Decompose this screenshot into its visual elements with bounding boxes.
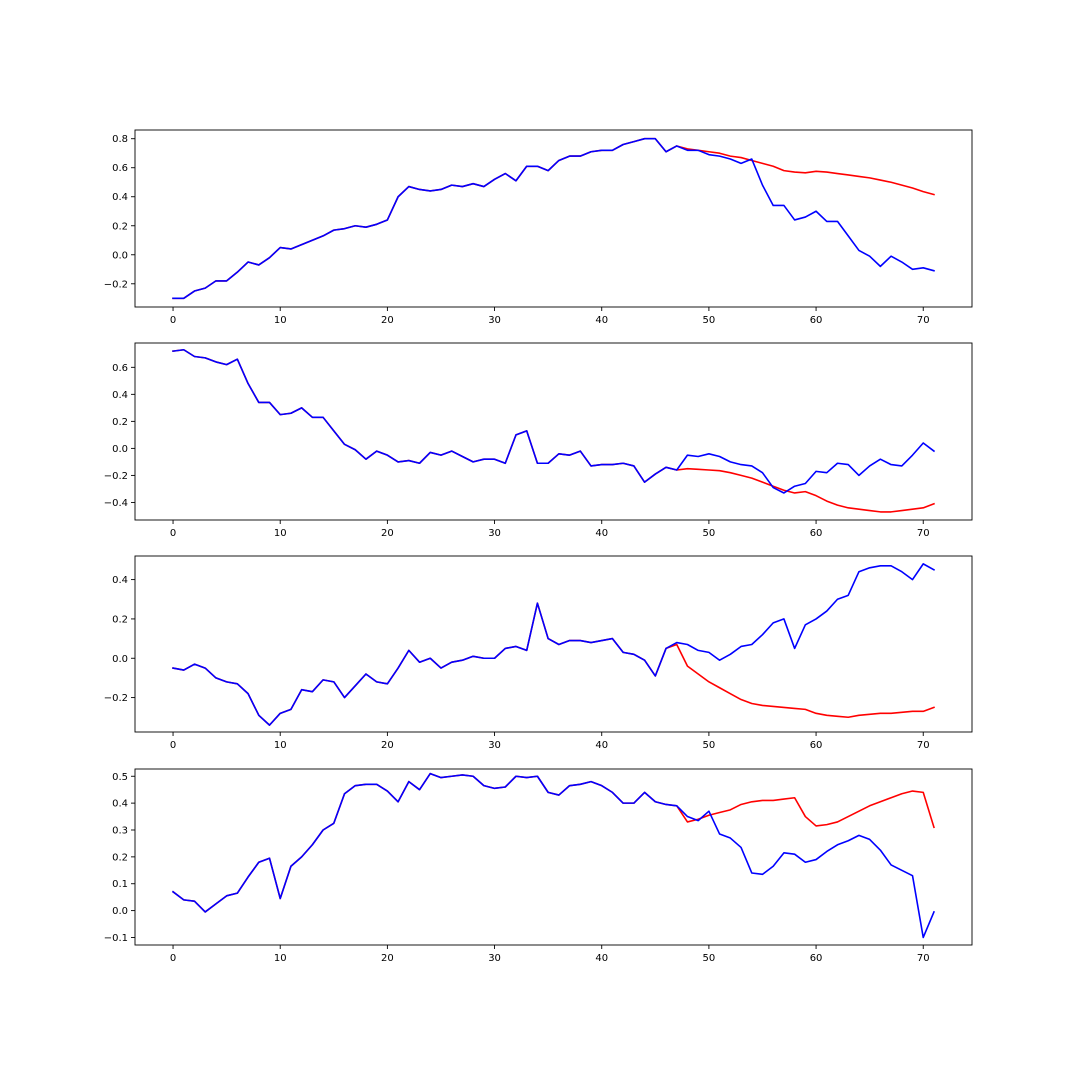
subplot-1-ytick-label: 0.6 (112, 163, 128, 174)
subplot-4-xtick-label: 30 (488, 953, 501, 964)
subplot-2-xtick-label: 10 (274, 528, 287, 539)
subplot-2-xtick-label: 20 (381, 528, 394, 539)
subplot-1-xtick-label: 0 (170, 315, 176, 326)
subplot-4-xtick-label: 70 (917, 953, 930, 964)
subplot-1: 0 10 20 30 40 50 60 70 −0.2 0.0 0.2 0.4 0.6 0.8 (104, 129, 973, 326)
subplot-3-xtick-label: 10 (274, 740, 287, 751)
subplot-1-ytick-label: −0.2 (104, 279, 128, 290)
subplot-1-xtick-label: 40 (595, 315, 608, 326)
subplot-3-series-2-line (172, 563, 936, 726)
subplot-3-ytick-label: 0.4 (112, 575, 128, 586)
subplot-1-xtick-label: 60 (810, 315, 823, 326)
subplot-2-axes-frame (134, 342, 973, 521)
subplot-1-ytick-label: 0.4 (112, 192, 128, 203)
subplot-1-xtick-label: 20 (381, 315, 394, 326)
subplot-3-xtick-label: 40 (595, 740, 608, 751)
subplot-4-ytick-label: 0.0 (112, 906, 128, 917)
subplot-4-series-2-line (171, 772, 935, 939)
subplot-4-ytick-label: 0.1 (112, 879, 128, 890)
subplot-3-xtick-label: 0 (170, 740, 176, 751)
subplot-1-ytick-label: 0.0 (112, 250, 128, 261)
subplot-4: 0 10 20 30 40 50 60 70 −0.1 0.0 0.1 0.2 0.3 0.4 0.5 (104, 768, 973, 964)
subplot-4-xtick-label: 10 (274, 953, 287, 964)
subplot-3-ytick-label: −0.2 (104, 693, 128, 704)
subplot-2-xtick-label: 0 (170, 528, 176, 539)
subplot-3-xtick-label: 50 (703, 740, 716, 751)
subplot-4-ytick-label: 0.5 (112, 772, 128, 783)
subplot-1-xtick-label: 70 (917, 315, 930, 326)
subplot-3-ytick-label: 0.0 (112, 654, 128, 665)
subplot-1-xtick-label: 10 (274, 315, 287, 326)
subplot-2-xtick-label: 30 (488, 528, 501, 539)
subplot-2-xtick-label: 40 (595, 528, 608, 539)
subplot-3-xtick-label: 30 (488, 740, 501, 751)
subplot-1-series-2-line (172, 137, 935, 300)
subplot-1-xtick-label: 30 (488, 315, 501, 326)
subplot-2-ytick-label: 0.6 (112, 363, 128, 374)
subplot-1-axes-frame (134, 129, 973, 308)
subplot-4-xtick-label: 40 (595, 953, 608, 964)
subplot-2-ytick-label: 0.2 (112, 417, 128, 428)
subplot-2-xtick-label: 50 (703, 528, 716, 539)
subplot-2-ytick-label: 0.0 (112, 444, 128, 455)
subplot-4-xtick-label: 20 (381, 953, 394, 964)
subplot-2: 0 10 20 30 40 50 60 70 −0.4 −0.2 0.0 0.2 0.4 0.6 (104, 342, 973, 539)
subplot-3-ytick-label: 0.2 (112, 614, 128, 625)
subplot-2-ytick-label: −0.4 (104, 498, 128, 509)
subplot-4-xtick-label: 50 (703, 953, 716, 964)
subplot-3-xtick-label: 60 (810, 740, 823, 751)
subplot-1-ytick-label: 0.8 (112, 134, 128, 145)
subplot-4-ytick-label: −0.1 (104, 933, 128, 944)
subplot-3-xtick-label: 70 (917, 740, 930, 751)
subplot-3: 0 10 20 30 40 50 60 70 −0.2 0.0 0.2 0.4 (104, 555, 973, 751)
subplot-3-xtick-label: 20 (381, 740, 394, 751)
subplot-4-xtick-label: 60 (810, 953, 823, 964)
subplot-2-xtick-label: 60 (810, 528, 823, 539)
subplot-4-ytick-label: 0.3 (112, 825, 128, 836)
subplot-2-ytick-label: 0.4 (112, 390, 128, 401)
subplot-2-xtick-label: 70 (917, 528, 930, 539)
subplot-1-ytick-label: 0.2 (112, 221, 128, 232)
subplot-2-series-2-line (172, 348, 936, 494)
subplot-4-ytick-label: 0.4 (112, 799, 128, 810)
subplot-1-xtick-label: 50 (703, 315, 716, 326)
subplot-4-ytick-label: 0.2 (112, 852, 128, 863)
subplot-2-ytick-label: −0.2 (104, 471, 128, 482)
subplot-3-axes-frame (134, 555, 973, 733)
subplot-4-xtick-label: 0 (170, 953, 176, 964)
